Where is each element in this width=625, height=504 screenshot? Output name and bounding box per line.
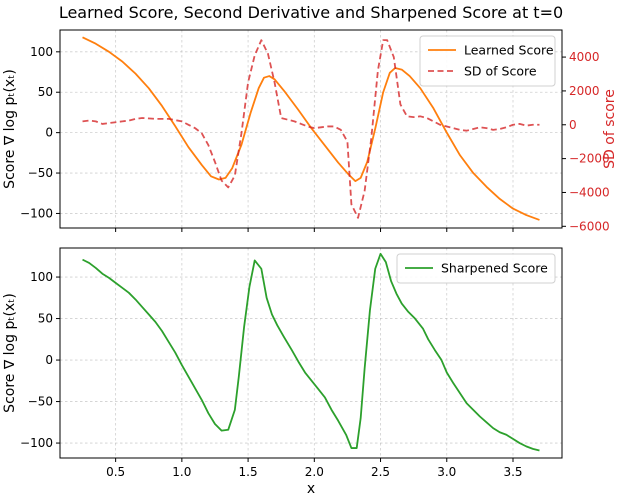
x-tick-label: 0.5 <box>106 465 125 479</box>
y-tick-label: 0 <box>45 353 53 367</box>
legend-box <box>396 253 556 284</box>
plot-frame <box>59 29 563 229</box>
learned-score-line <box>82 36 540 221</box>
x-tick-label: 3.5 <box>503 465 522 479</box>
y2-tick-label: 2000 <box>569 84 600 98</box>
x-axis-label: x <box>307 481 315 497</box>
x-tick-label: 3.0 <box>437 465 456 479</box>
y2-tick-label: 4000 <box>569 50 600 64</box>
y-tick-label: −100 <box>20 206 53 220</box>
y-tick-label: −50 <box>28 166 53 180</box>
x-tick-label: 1.0 <box>172 465 191 479</box>
y-axis-label: Score ∇ log pₜ(xₜ) <box>2 69 18 189</box>
legend-label-sharpened-score-line: Sharpened Score <box>441 261 548 276</box>
legend-label-sd-of-score-line: SD of Score <box>464 64 537 79</box>
x-tick-label: 2.5 <box>371 465 390 479</box>
y-tick-label: −100 <box>20 436 53 450</box>
y2-tick-label: −4000 <box>569 185 610 199</box>
y2-tick-label: 0 <box>569 118 577 132</box>
legend-label-learned-score-line: Learned Score <box>464 43 554 58</box>
plot-frame <box>59 247 563 459</box>
legend: Learned Score SD of Score <box>419 35 556 87</box>
sharpened-score-line <box>82 252 540 452</box>
sd-of-score-line <box>82 39 540 219</box>
y-tick-label: 0 <box>45 126 53 140</box>
y-tick-label: 50 <box>38 85 53 99</box>
y-tick-label: −50 <box>28 395 53 409</box>
chart-title: Learned Score, Second Derivative and Sha… <box>59 3 563 22</box>
y-tick-label: 100 <box>30 270 53 284</box>
y2-tick-label: −6000 <box>569 219 610 233</box>
legend: Sharpened Score <box>396 253 556 284</box>
bottom-panel: 0.5 1.0 1.5 2.0 2.5 3.0 3.5 100 50 0 −50 −100 Score … <box>2 247 563 497</box>
y-tick-label: 50 <box>38 312 53 326</box>
legend-box <box>419 35 556 87</box>
top-panel: 100 50 0 −50 −100 4000 2000 0 −2000 −4000 −6000 Sco… <box>2 3 618 233</box>
y-axis-label: Score ∇ log pₜ(xₜ) <box>2 293 18 413</box>
y2-tick-label: −2000 <box>569 152 610 166</box>
x-tick-label: 2.0 <box>305 465 324 479</box>
y2-axis-label: SD of score <box>602 89 618 169</box>
y-tick-label: 100 <box>30 45 53 59</box>
x-tick-label: 1.5 <box>239 465 258 479</box>
